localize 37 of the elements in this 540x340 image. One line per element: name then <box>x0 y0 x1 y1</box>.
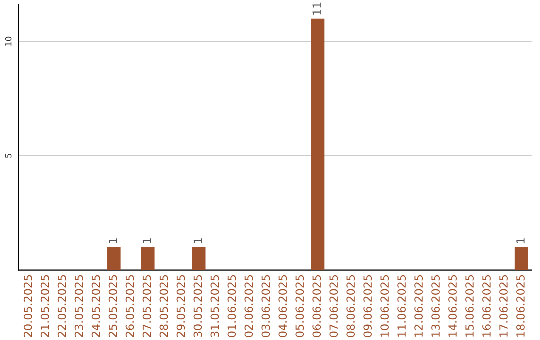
x-tick-label: 08.06.2025 <box>346 275 356 338</box>
x-tick-label: 05.06.2025 <box>296 275 304 338</box>
x-tick-label: 22.05.2025 <box>58 275 66 338</box>
x-tick-label: 04.06.2025 <box>278 275 288 338</box>
x-tick-label: 10.06.2025 <box>380 275 390 337</box>
x-tick-label: 29.05.2025 <box>176 275 186 338</box>
data-label: 1 <box>516 238 525 244</box>
x-tick-label: 11.06.2025 <box>398 275 406 337</box>
x-tick-label: 27.05.2025 <box>142 275 152 338</box>
data-label: 1 <box>108 238 118 244</box>
data-label: 1 <box>142 238 152 244</box>
x-tick-label: 07.06.2025 <box>330 275 338 338</box>
x-tick-label: 06.06.2025 <box>312 275 322 338</box>
x-tick-label: 23.05.2025 <box>74 275 84 338</box>
x-tick-label: 12.06.2025 <box>414 275 424 337</box>
x-tick-label: 15.06.2025 <box>466 275 474 337</box>
x-tick-label: 31.05.2025 <box>210 275 220 338</box>
x-tick-label: 26.05.2025 <box>126 275 134 338</box>
x-tick-label: 17.06.2025 <box>500 275 508 337</box>
x-tick-label: 13.06.2025 <box>432 275 440 337</box>
y-tick-label: 10 <box>5 36 12 46</box>
x-tick-label: 09.06.2025 <box>364 275 372 338</box>
x-tick-label: 30.05.2025 <box>194 275 202 338</box>
x-tick-label: 14.06.2025 <box>448 275 457 337</box>
x-tick-label: 16.06.2025 <box>482 275 491 337</box>
x-tick-label: 01.06.2025 <box>228 275 236 338</box>
x-tick-label: 24.05.2025 <box>92 275 100 338</box>
x-tick-label: 02.06.2025 <box>244 275 254 338</box>
y-tick-label: 5 <box>6 154 12 158</box>
x-tick-label: 03.06.2025 <box>262 275 270 338</box>
data-label: 1 <box>194 238 202 244</box>
x-tick-label: 18.06.2025 <box>516 275 525 337</box>
x-tick-label: 28.05.2025 <box>160 275 168 338</box>
x-tick-label: 21.05.2025 <box>40 275 50 338</box>
x-tick-label: 20.05.2025 <box>24 275 32 338</box>
data-label: 11 <box>312 2 321 15</box>
x-tick-label: 25.05.2025 <box>108 275 118 338</box>
